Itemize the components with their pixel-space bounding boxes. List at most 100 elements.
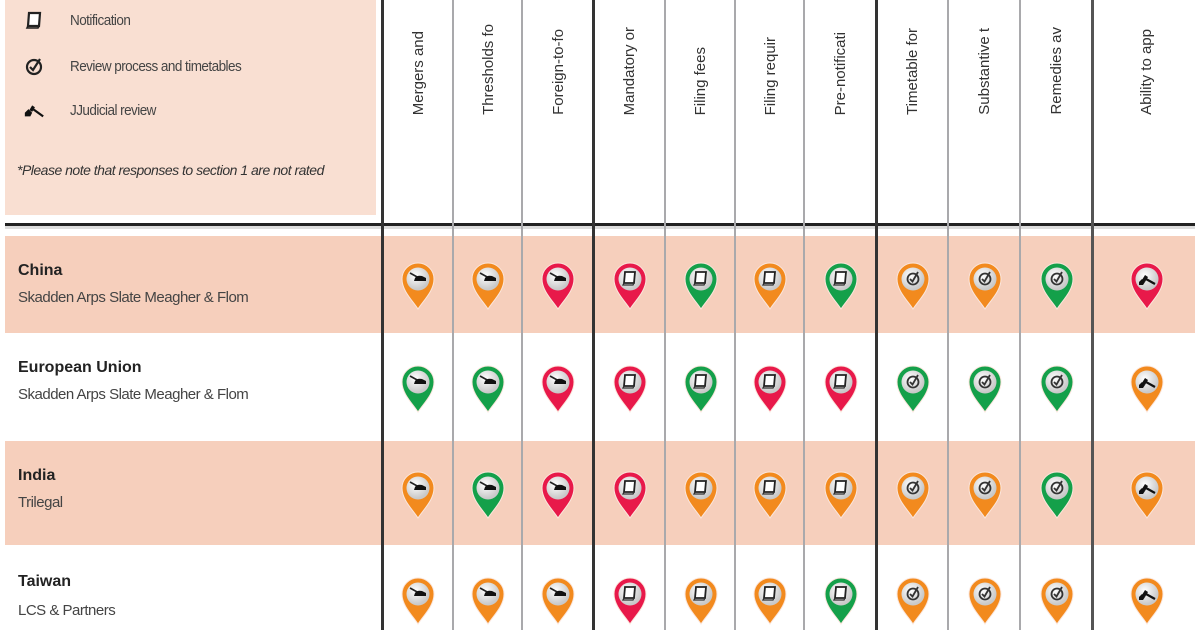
rating-pin-green[interactable] (966, 364, 1004, 414)
judicial-gavel-icon (23, 99, 45, 121)
column-header-label: Remedies av (1048, 27, 1065, 115)
rating-pin-orange[interactable] (966, 470, 1004, 520)
tank-icon (409, 481, 426, 490)
rating-pin-green[interactable] (469, 364, 507, 414)
rating-pin-orange[interactable] (822, 470, 860, 520)
review-process-icon (1050, 271, 1063, 286)
rating-pin-orange[interactable] (1128, 470, 1166, 520)
rating-pin-orange[interactable] (751, 576, 789, 626)
rating-pin-red[interactable] (611, 364, 649, 414)
rating-pin-orange[interactable] (1038, 576, 1076, 626)
row-firm-name: Skadden Arps Slate Meagher & Flom (18, 386, 249, 403)
rating-pin-orange[interactable] (966, 261, 1004, 311)
judicial-gavel-icon (1138, 484, 1156, 494)
notification-book-icon (761, 480, 776, 495)
rating-pin-orange[interactable] (469, 261, 507, 311)
column-header-label: Mergers and (409, 30, 427, 115)
rating-pin-orange[interactable] (399, 261, 437, 311)
rating-pin-red[interactable] (822, 364, 860, 414)
rating-pin-orange[interactable] (1128, 576, 1166, 626)
rating-pin-green[interactable] (682, 261, 720, 311)
row-firm-name: Trilegal (18, 494, 63, 511)
tank-icon (479, 272, 496, 281)
review-process-icon (978, 271, 991, 286)
rating-pin-orange[interactable] (399, 576, 437, 626)
legend-item-notification: Notification (23, 8, 131, 32)
column-divider (1091, 0, 1094, 630)
rating-pin-red[interactable] (539, 364, 577, 414)
rating-pin-red[interactable] (611, 470, 649, 520)
rating-pin-red[interactable] (539, 261, 577, 311)
rating-pin-red[interactable] (539, 470, 577, 520)
rating-pin-orange[interactable] (894, 576, 932, 626)
row-firm-name: LCS & Partners (18, 602, 116, 619)
rating-pin-green[interactable] (822, 261, 860, 311)
tank-icon (479, 481, 496, 490)
notification-book-icon (832, 271, 847, 286)
column-header: Remedies av (1022, 0, 1091, 115)
column-header: Mandatory or (595, 0, 664, 115)
notification-book-icon (692, 480, 707, 495)
notification-book-icon (621, 271, 636, 286)
tank-icon (549, 481, 566, 490)
judicial-gavel-icon (1138, 590, 1156, 600)
rating-pin-red[interactable] (611, 261, 649, 311)
rating-pin-green[interactable] (1038, 470, 1076, 520)
rating-pin-orange[interactable] (966, 576, 1004, 626)
review-process-icon (906, 586, 919, 601)
tank-icon (549, 272, 566, 281)
column-divider (452, 0, 454, 630)
column-divider (664, 0, 666, 630)
rating-pin-orange[interactable] (894, 470, 932, 520)
rating-pin-orange[interactable] (751, 261, 789, 311)
rating-pin-red[interactable] (1128, 261, 1166, 311)
rating-pin-green[interactable] (894, 364, 932, 414)
rating-pin-green[interactable] (682, 364, 720, 414)
column-header-label: Thresholds fo (479, 24, 497, 115)
rating-pin-orange[interactable] (539, 576, 577, 626)
rating-pin-green[interactable] (399, 364, 437, 414)
table-row: European Union Skadden Arps Slate Meagher… (5, 333, 1195, 441)
column-header: Filing fees (667, 0, 734, 115)
review-process-icon (906, 271, 919, 286)
column-header: Timetable for (878, 0, 947, 115)
column-header: Mergers and (384, 0, 452, 115)
row-country-name: Taiwan (18, 573, 72, 590)
judicial-gavel-icon (1138, 378, 1156, 388)
rating-pin-green[interactable] (822, 576, 860, 626)
notification-book-icon (23, 9, 45, 31)
legend-note: *Please note that responses to section 1… (17, 162, 324, 178)
rating-pin-green[interactable] (1038, 364, 1076, 414)
rating-pin-green[interactable] (1038, 261, 1076, 311)
notification-book-icon (692, 374, 707, 389)
rating-pin-orange[interactable] (682, 470, 720, 520)
review-process-icon (23, 55, 45, 77)
notification-book-icon (692, 271, 707, 286)
table-row: India Trilegal (5, 441, 1195, 545)
review-process-icon (1050, 374, 1063, 389)
column-divider (592, 0, 595, 630)
notification-book-icon (621, 480, 636, 495)
rating-pin-orange[interactable] (682, 576, 720, 626)
notification-book-icon (692, 586, 707, 601)
column-header: Pre-notificati (806, 0, 875, 115)
rating-pin-red[interactable] (751, 364, 789, 414)
row-country-name: China (18, 262, 63, 279)
notification-book-icon (761, 374, 776, 389)
header-divider-shadow (5, 226, 1195, 229)
review-process-icon (978, 374, 991, 389)
tank-icon (549, 587, 566, 596)
rating-pin-red[interactable] (611, 576, 649, 626)
rating-pin-green[interactable] (469, 470, 507, 520)
column-header: Filing requir (737, 0, 803, 115)
review-process-icon (906, 374, 919, 389)
rating-pin-orange[interactable] (399, 470, 437, 520)
rating-pin-orange[interactable] (751, 470, 789, 520)
row-country-name: India (18, 467, 56, 484)
column-header-label: Timetable for (904, 28, 921, 115)
notification-book-icon (832, 480, 847, 495)
rating-pin-orange[interactable] (469, 576, 507, 626)
notification-book-icon (621, 586, 636, 601)
rating-pin-orange[interactable] (1128, 364, 1166, 414)
rating-pin-orange[interactable] (894, 261, 932, 311)
